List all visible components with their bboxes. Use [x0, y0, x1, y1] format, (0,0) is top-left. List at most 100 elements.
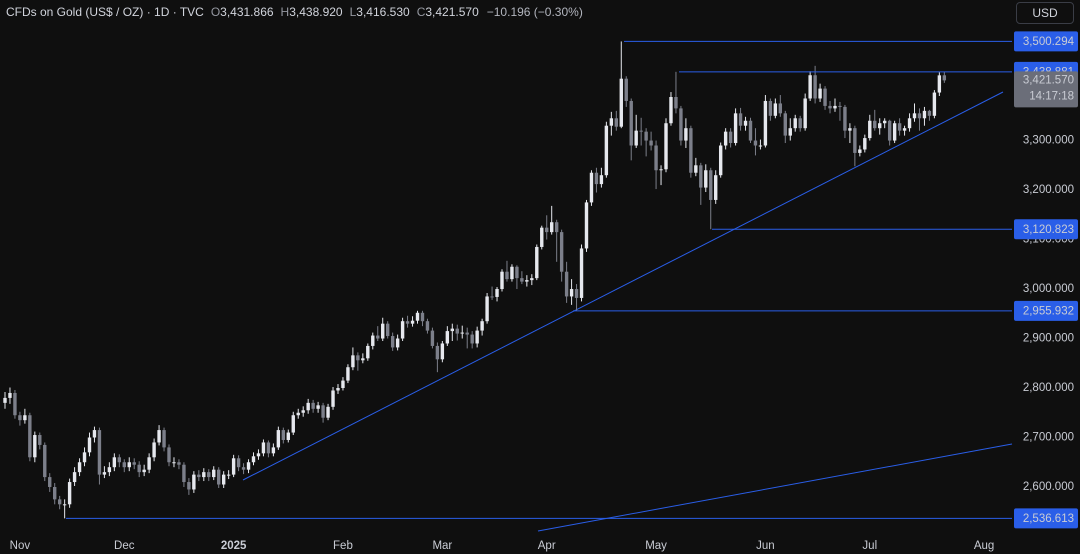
- candle-body: [609, 118, 614, 126]
- candle-body: [356, 355, 360, 361]
- candle-body: [574, 289, 579, 298]
- candle-body: [579, 248, 584, 298]
- axis: 2,600.000 2,700.000 2,800.000 2,900.000 3,00…: [10, 135, 1074, 552]
- candle-body: [887, 120, 892, 141]
- candle-body: [838, 105, 842, 107]
- candle-body: [157, 430, 161, 443]
- level-tag-label: 3,120.823: [1023, 224, 1074, 236]
- candle-body: [679, 108, 683, 141]
- candle-body: [33, 435, 37, 458]
- candle-body: [13, 392, 17, 416]
- candle-body: [550, 222, 554, 233]
- candle-body: [634, 130, 638, 146]
- candle-body: [619, 78, 623, 127]
- candle-body: [743, 120, 748, 126]
- candle-body: [654, 145, 658, 171]
- candle-body: [72, 472, 77, 483]
- candle-body: [87, 437, 92, 453]
- candle-body: [892, 123, 897, 141]
- candle-body: [420, 312, 425, 322]
- candle-body: [863, 138, 867, 150]
- candle-body: [366, 345, 370, 359]
- candle-body: [207, 472, 211, 478]
- candle-body: [878, 123, 882, 129]
- candle-body: [718, 145, 723, 176]
- candle-body: [853, 128, 857, 153]
- candle-body: [470, 334, 474, 344]
- candle-body: [172, 462, 176, 464]
- candle-body: [38, 435, 42, 445]
- candle-body: [8, 392, 12, 398]
- candle-body: [152, 442, 156, 458]
- candle-body: [917, 113, 922, 119]
- change: −10.196 (−0.30%): [486, 5, 583, 19]
- currency-button[interactable]: USD: [1016, 2, 1074, 24]
- candle-body: [415, 312, 420, 321]
- candle-body: [311, 402, 315, 409]
- candle-body: [748, 120, 753, 141]
- x-tick-label: 2025: [221, 540, 247, 552]
- x-tick-label: Mar: [432, 540, 452, 552]
- candle-body: [922, 110, 927, 119]
- candle-body: [584, 202, 589, 249]
- candle-body: [798, 118, 802, 129]
- candle-body: [793, 118, 797, 129]
- candle-body: [465, 332, 469, 335]
- candle-body: [405, 321, 410, 324]
- candle-body: [321, 405, 325, 418]
- candle-body: [480, 321, 484, 331]
- candle-body: [92, 430, 97, 438]
- candle-body: [57, 499, 62, 505]
- level-tag-label: 2,536.613: [1023, 513, 1074, 525]
- candle-body: [763, 100, 768, 146]
- candle-body: [48, 477, 52, 487]
- candle-body: [714, 175, 718, 200]
- x-tick-label: Feb: [333, 540, 353, 552]
- candle-body: [495, 289, 499, 297]
- candle-body: [858, 149, 862, 153]
- candle-body: [281, 430, 286, 440]
- candle-body: [684, 128, 688, 141]
- x-tick-label: Aug: [974, 540, 994, 552]
- candle-body: [271, 447, 276, 454]
- candle-body: [554, 222, 559, 233]
- candle-body: [937, 75, 942, 93]
- candle-body: [192, 474, 196, 490]
- candle-body: [381, 323, 385, 339]
- candle-body: [226, 474, 231, 476]
- candle-body: [132, 462, 136, 465]
- candle-body: [897, 123, 902, 131]
- candle-body: [251, 456, 256, 463]
- y-tick-label: 3,300.000: [1023, 135, 1074, 147]
- y-tick-label: 3,200.000: [1023, 184, 1074, 196]
- y-tick-label: 2,800.000: [1023, 382, 1074, 394]
- candle-body: [778, 103, 783, 114]
- candle-body: [500, 271, 504, 290]
- candle-body: [28, 415, 32, 458]
- candle-body: [594, 172, 599, 185]
- candle-body: [127, 462, 131, 468]
- candle-body: [197, 474, 201, 478]
- candle-body: [699, 165, 703, 188]
- candle-body: [351, 355, 355, 368]
- candle-body: [932, 92, 937, 116]
- x-tick-label: Nov: [10, 540, 31, 552]
- candle-body: [187, 482, 191, 490]
- level-tag-label: 3,500.294: [1023, 36, 1075, 48]
- candle-body: [639, 130, 643, 132]
- candle-body: [82, 452, 87, 463]
- candle-body: [818, 88, 822, 99]
- high-value: 3,438.920: [289, 5, 343, 19]
- candle-body: [659, 169, 663, 171]
- candle-body: [843, 106, 847, 131]
- candle-body: [167, 447, 171, 463]
- candle-body: [212, 469, 216, 478]
- candle-body: [455, 328, 459, 334]
- candle-body: [753, 140, 758, 146]
- candle-body: [117, 457, 122, 463]
- candle-body: [728, 131, 733, 144]
- candle-body: [649, 140, 653, 146]
- candle-body: [217, 469, 221, 485]
- candle-body: [882, 120, 887, 124]
